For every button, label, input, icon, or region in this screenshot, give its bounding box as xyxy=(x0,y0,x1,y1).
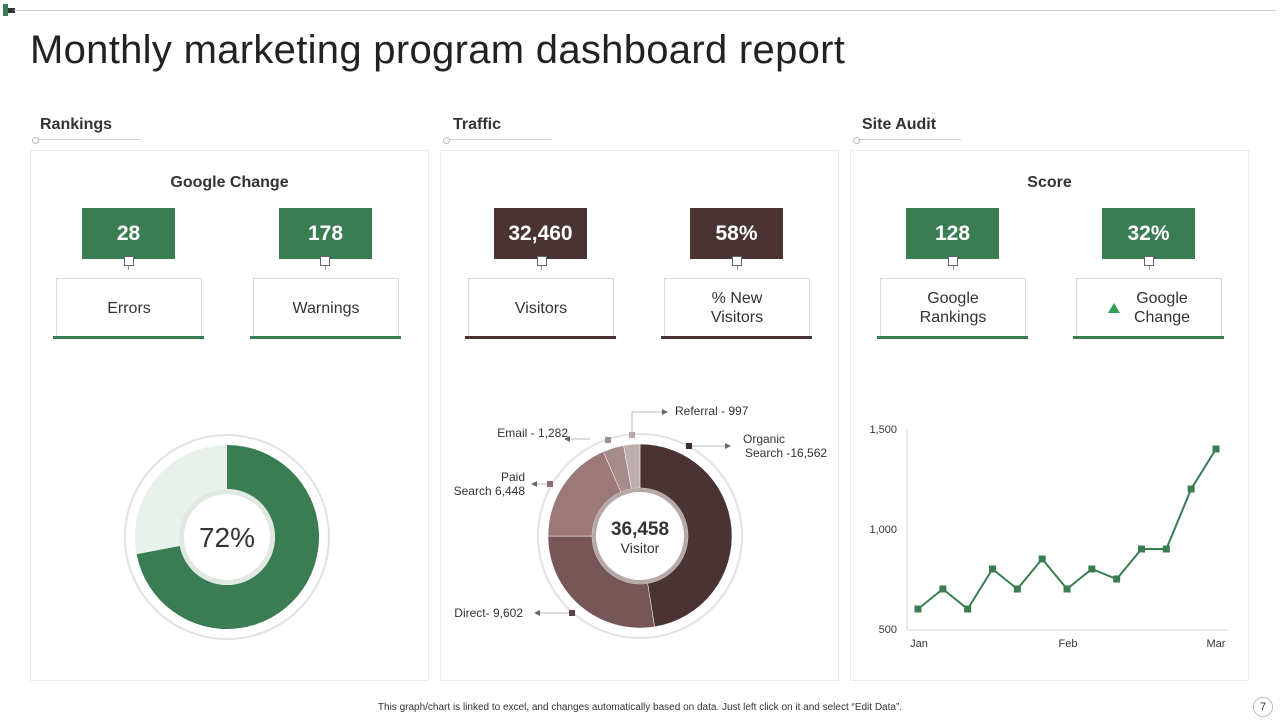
score-data-point xyxy=(1212,445,1220,453)
visitors-label: Visitors xyxy=(468,278,614,337)
site-audit-heading-line xyxy=(853,137,961,144)
traffic-heading-line xyxy=(443,137,551,144)
google-change-label-line2: Change xyxy=(1133,309,1191,326)
donut-hole xyxy=(596,492,684,580)
google-rankings-value: 128 xyxy=(906,208,999,259)
paid-marker xyxy=(547,481,553,487)
new-visitors-label: % New Visitors xyxy=(664,278,810,337)
direct-marker xyxy=(569,610,575,616)
paid-label-line2: Search 6,448 xyxy=(454,484,526,498)
x-tick-label: Feb xyxy=(1059,638,1078,650)
kpi-node xyxy=(124,256,134,266)
score-data-point xyxy=(1088,565,1096,573)
visitors-underline xyxy=(465,336,616,339)
top-rule xyxy=(14,10,1276,11)
organic-label-line2: Search -16,562 xyxy=(745,446,827,460)
kpi-node xyxy=(1144,256,1154,266)
direct-label: Direct- 9,602 xyxy=(454,606,523,620)
trend-up-icon xyxy=(1107,303,1120,313)
paid-label-line1: Paid xyxy=(501,470,525,484)
score-data-point xyxy=(964,605,972,613)
score-data-point xyxy=(1113,575,1121,583)
new-visitors-label-line1: % New xyxy=(711,290,763,307)
google-change-label-line1: Google xyxy=(1136,290,1188,307)
errors-value: 28 xyxy=(82,208,175,259)
errors-underline xyxy=(53,336,204,339)
score-data-point xyxy=(939,585,947,593)
google-rankings-label: Google Rankings xyxy=(880,278,1026,337)
score-data-point xyxy=(1162,545,1170,553)
donut-slice-change xyxy=(136,445,319,629)
email-marker xyxy=(605,437,611,443)
rankings-panel-title: Google Change xyxy=(170,174,289,191)
x-tick-label: Mar xyxy=(1207,638,1226,650)
errors-label: Errors xyxy=(56,278,202,337)
site-audit-heading: Site Audit xyxy=(862,116,937,133)
score-line-chart: 500 1,000 1,500 Jan Feb Mar xyxy=(869,424,1228,650)
google-change-underline xyxy=(1073,336,1224,339)
rankings-heading: Rankings xyxy=(40,116,113,133)
page-number: 7 xyxy=(1253,697,1273,717)
donut-center-label: Visitor xyxy=(621,540,660,556)
score-data-point xyxy=(1038,555,1046,563)
y-tick-label: 500 xyxy=(879,624,897,636)
slide-corner-mark xyxy=(3,4,15,16)
organic-marker xyxy=(686,443,692,449)
kpi-node xyxy=(948,256,958,266)
warnings-value: 178 xyxy=(279,208,372,259)
traffic-heading: Traffic xyxy=(453,116,502,133)
score-data-point xyxy=(1187,485,1195,493)
donut-slice-remaining xyxy=(135,445,227,555)
google-rankings-label-line1: Google xyxy=(927,290,979,307)
score-data-point xyxy=(1138,545,1145,553)
visitors-value: 32,460 xyxy=(494,208,587,259)
email-label: Email - 1,282 xyxy=(497,426,568,440)
organic-label-line1: Organic xyxy=(743,432,785,446)
new-visitors-value: 58% xyxy=(690,208,783,259)
footer-note: This graph/chart is linked to excel, and… xyxy=(377,702,903,713)
new-visitors-label-line2: Visitors xyxy=(710,309,764,326)
donut-center-value: 36,458 xyxy=(611,519,669,540)
google-rankings-underline xyxy=(877,336,1028,339)
warnings-label: Warnings xyxy=(253,278,399,337)
donut-slice-organic-search xyxy=(639,443,733,628)
donut-center-label: 72% xyxy=(199,522,255,553)
new-visitors-underline xyxy=(661,336,812,339)
warnings-underline xyxy=(250,336,401,339)
y-tick-label: 1,000 xyxy=(869,524,897,536)
kpi-node xyxy=(732,256,742,266)
google-change-value: 32% xyxy=(1102,208,1195,259)
traffic-donut-chart: 36,458 Visitor Referral - 997 Email - 1,… xyxy=(454,404,827,639)
kpi-node xyxy=(537,256,547,266)
google-change-donut-chart: 72% xyxy=(124,434,330,640)
score-data-point xyxy=(1063,585,1071,593)
score-data-point xyxy=(989,565,996,573)
y-tick-label: 1,500 xyxy=(869,424,897,436)
site-audit-panel-title: Score xyxy=(1027,174,1072,191)
donut-hole xyxy=(184,494,270,580)
referral-label: Referral - 997 xyxy=(675,404,749,418)
score-data-point xyxy=(914,605,922,613)
kpi-node xyxy=(320,256,330,266)
google-rankings-label-line2: Rankings xyxy=(919,309,987,326)
x-tick-label: Jan xyxy=(910,638,928,650)
page-title: Monthly marketing program dashboard repo… xyxy=(30,28,846,72)
google-change-label: Google Change xyxy=(1076,278,1222,337)
score-series-line xyxy=(917,448,1217,611)
rankings-heading-line xyxy=(32,137,140,144)
referral-marker xyxy=(629,432,635,438)
score-data-point xyxy=(1013,585,1021,593)
